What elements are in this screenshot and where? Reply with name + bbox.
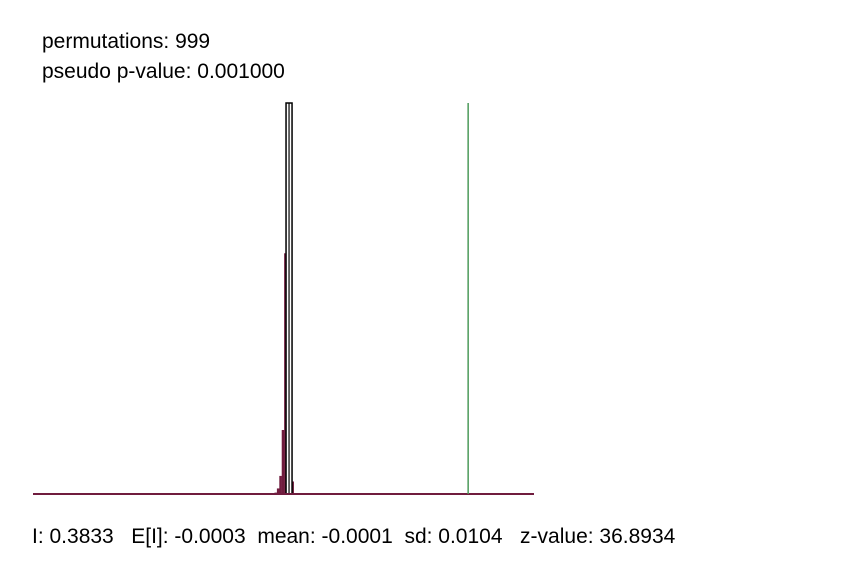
sd-stat: sd: 0.0104 xyxy=(404,525,503,548)
histogram-bar xyxy=(281,429,285,494)
z-value-stat: z-value: 36.8934 xyxy=(520,525,676,548)
statistics-row: I: 0.3833 E[I]: -0.0003 mean: -0.0001 sd… xyxy=(32,524,675,550)
pseudo-p-value-text: pseudo p-value: 0.001000 xyxy=(42,60,285,83)
moran-i-stat: I: 0.3833 xyxy=(32,525,114,548)
histogram-bars xyxy=(274,102,294,495)
histogram-bar xyxy=(276,488,280,494)
permutations-text: permutations: 999 xyxy=(42,30,211,53)
histogram-bar xyxy=(279,475,282,494)
expected-i-stat: E[I]: -0.0003 xyxy=(131,525,246,548)
mean-stat: mean: -0.0001 xyxy=(257,525,393,548)
